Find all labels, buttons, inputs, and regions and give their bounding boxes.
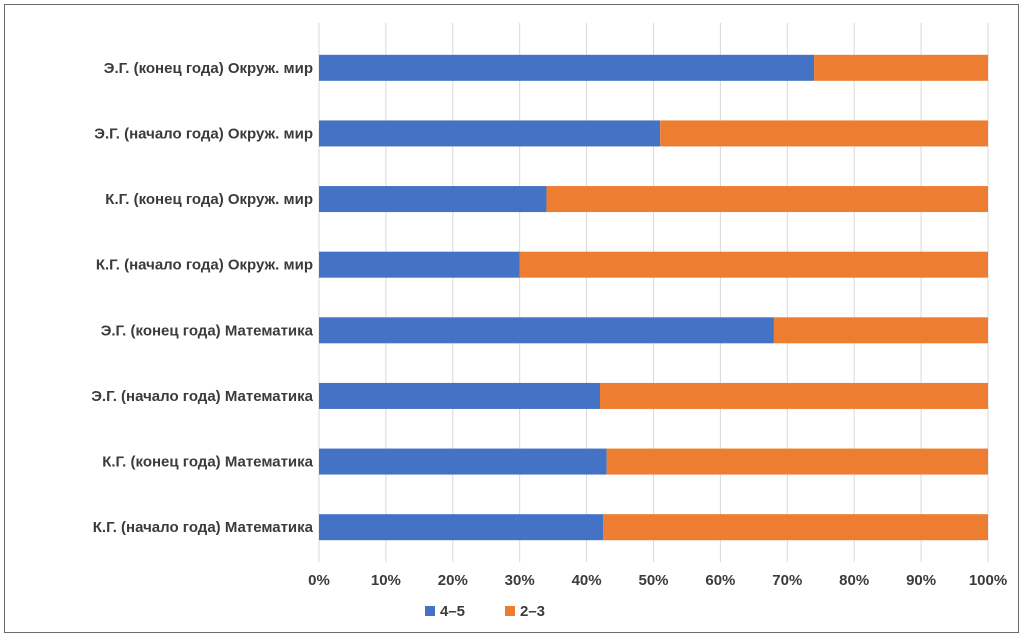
category-labels: Э.Г. (конец года) Окруж. мир Э.Г. (начало… xyxy=(91,60,313,536)
x-tick-label: 80% xyxy=(839,572,869,589)
bar-segment-series-2 xyxy=(814,54,988,81)
bar-segment-series-2 xyxy=(773,317,988,344)
bar-segment-series-1 xyxy=(319,382,600,409)
x-tick-label: 40% xyxy=(572,572,602,589)
x-tick-label: 90% xyxy=(906,572,936,589)
x-tick-label: 10% xyxy=(371,572,401,589)
legend: 4–5 2–3 xyxy=(425,603,545,620)
legend-label: 2–3 xyxy=(520,603,545,620)
grid-lines xyxy=(318,23,989,562)
bars xyxy=(319,54,988,541)
bar-segment-series-2 xyxy=(546,186,988,213)
category-label: К.Г. (начало года) Математика xyxy=(93,519,314,536)
category-label: Э.Г. (конец года) Окруж. мир xyxy=(104,60,313,77)
legend-swatch xyxy=(425,606,435,616)
x-tick-label: 70% xyxy=(772,572,802,589)
bar-segment-series-2 xyxy=(603,514,988,541)
x-tick-label: 30% xyxy=(505,572,535,589)
bar-segment-series-2 xyxy=(519,251,988,278)
bar-segment-series-1 xyxy=(319,514,604,541)
x-tick-label: 20% xyxy=(438,572,468,589)
category-label: Э.Г. (начало года) Математика xyxy=(91,388,313,405)
bar-segment-series-1 xyxy=(319,186,547,213)
x-tick-label: 100% xyxy=(969,572,1007,589)
stacked-bar-chart: Э.Г. (конец года) Окруж. мир Э.Г. (начало… xyxy=(91,23,1007,620)
x-tick-label: 50% xyxy=(638,572,668,589)
bar-segment-series-1 xyxy=(319,120,661,147)
category-label: Э.Г. (конец года) Математика xyxy=(101,322,314,339)
bar-segment-series-2 xyxy=(660,120,988,147)
x-tick-label: 60% xyxy=(705,572,735,589)
category-label: К.Г. (конец года) Окруж. мир xyxy=(105,191,313,208)
bar-segment-series-1 xyxy=(319,317,774,344)
legend-swatch xyxy=(505,606,515,616)
x-tick-labels: 0% 10% 20% 30% 40% 50% 60% 70% 80% 90% 100% xyxy=(308,572,1007,589)
legend-label: 4–5 xyxy=(440,603,465,620)
bar-segment-series-2 xyxy=(599,382,988,409)
chart-frame: Э.Г. (конец года) Окруж. мир Э.Г. (начало… xyxy=(4,4,1019,633)
bar-segment-series-2 xyxy=(606,448,988,475)
bar-segment-series-1 xyxy=(319,251,520,278)
category-label: Э.Г. (начало года) Окруж. мир xyxy=(94,125,313,142)
category-label: К.Г. (начало года) Окруж. мир xyxy=(96,257,313,274)
bar-segment-series-1 xyxy=(319,448,607,475)
category-label: К.Г. (конец года) Математика xyxy=(102,454,313,471)
bar-segment-series-1 xyxy=(319,54,815,81)
x-tick-label: 0% xyxy=(308,572,330,589)
